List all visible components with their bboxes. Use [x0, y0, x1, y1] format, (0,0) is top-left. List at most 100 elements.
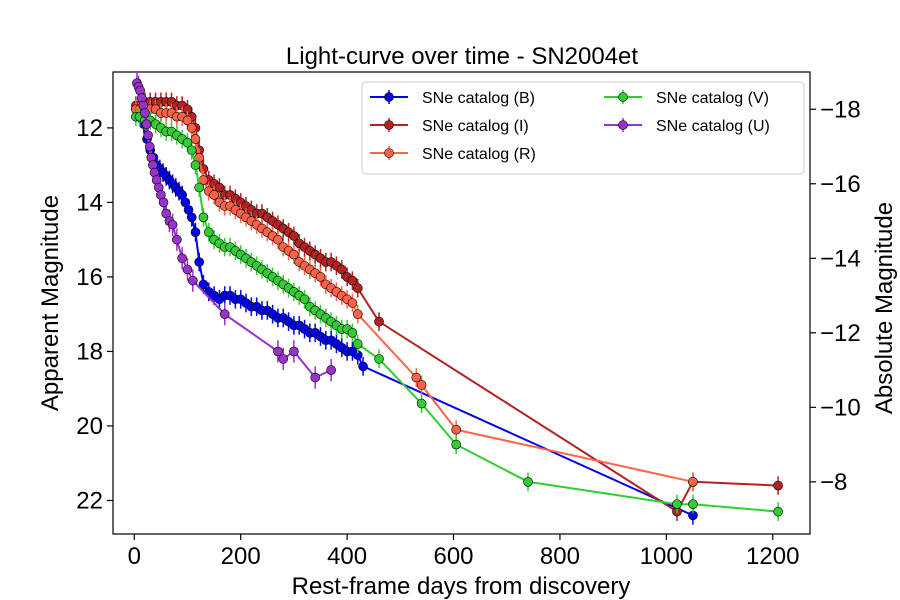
data-point: [186, 212, 197, 223]
data-point: [182, 264, 193, 275]
data-point: [194, 257, 204, 267]
series-group: [131, 107, 783, 521]
data-point: [773, 506, 783, 517]
data-point: [273, 234, 283, 245]
y2-axis-label: Absolute Magnitude: [871, 202, 898, 414]
data-point: [141, 119, 152, 129]
x-axis-label: Rest-frame days from discovery: [292, 573, 631, 600]
legend: SNe catalog (B) SNe catalog (I) SNe catalo…: [361, 81, 805, 175]
data-point: [523, 477, 533, 487]
data-point: [336, 264, 347, 275]
data-point: [172, 234, 182, 245]
x-tick-label: 200: [221, 543, 261, 570]
data-point: [140, 108, 150, 118]
y-tick-label: 14: [76, 189, 103, 216]
x-tick-label: 1000: [640, 543, 693, 570]
y2-tick-label: −14: [820, 245, 861, 272]
data-point: [289, 231, 299, 241]
data-point: [773, 480, 783, 491]
data-point: [289, 249, 299, 260]
y-tick-label: 16: [76, 264, 103, 291]
data-point: [352, 339, 363, 349]
legend-label: SNe catalog (V): [656, 90, 769, 107]
data-point: [143, 130, 153, 141]
data-point: [190, 160, 201, 170]
data-point: [190, 227, 201, 238]
y2-axis-ticks: −18 −16 −14 −12 −10 −8: [810, 96, 861, 496]
data-point: [203, 227, 214, 238]
data-point: [182, 115, 193, 126]
data-point: [299, 294, 310, 305]
data-point: [273, 346, 283, 357]
data-point: [416, 398, 427, 409]
data-point: [352, 283, 363, 293]
y2-tick-label: −8: [820, 469, 847, 496]
legend-label: SNe catalog (R): [422, 146, 536, 163]
data-point: [315, 272, 326, 282]
data-point: [688, 499, 698, 509]
legend-marker: [618, 92, 628, 102]
data-point: [358, 361, 368, 372]
data-point: [416, 380, 427, 390]
data-point: [374, 354, 384, 364]
data-point: [167, 219, 178, 230]
legend-marker: [384, 92, 394, 102]
y2-tick-label: −10: [820, 394, 861, 421]
y-tick-label: 20: [76, 413, 103, 440]
data-point: [688, 477, 698, 487]
legend-label: SNe catalog (I): [422, 118, 529, 135]
x-tick-label: 600: [433, 543, 473, 570]
legend-marker: [618, 120, 628, 130]
plot-frame: [112, 71, 811, 535]
data-point: [177, 253, 187, 264]
y-tick-label: 22: [76, 487, 103, 514]
data-point: [347, 328, 358, 338]
data-point: [326, 365, 336, 375]
x-tick-label: 400: [327, 543, 367, 570]
y-tick-label: 18: [76, 338, 103, 365]
data-point: [188, 275, 198, 286]
series-group: [131, 92, 783, 521]
data-point: [194, 182, 204, 193]
legend-marker: [384, 148, 394, 158]
data-point: [209, 190, 219, 200]
data-point: [451, 439, 461, 450]
data-point: [451, 424, 461, 435]
legend-marker: [384, 120, 394, 130]
legend-label: SNe catalog (B): [422, 90, 535, 107]
data-point: [158, 197, 169, 208]
data-point: [219, 309, 230, 319]
data-point: [198, 212, 209, 223]
data-point: [289, 346, 299, 357]
data-point: [198, 279, 209, 290]
y-axis-label: Apparent Magnitude: [37, 195, 64, 411]
chart-title: Light-curve over time - SN2004et: [286, 43, 638, 70]
x-tick-label: 800: [540, 543, 580, 570]
y2-tick-label: −16: [820, 171, 861, 198]
data-point: [186, 123, 197, 133]
series-layer: [131, 72, 783, 525]
y2-tick-label: −18: [820, 96, 861, 123]
data-point: [190, 134, 201, 144]
data-point: [182, 137, 193, 148]
y-axis-ticks: 12 14 16 18 20 22: [76, 115, 113, 514]
series-line: [135, 115, 779, 513]
data-point: [672, 499, 682, 509]
x-tick-label: 0: [128, 543, 141, 570]
series-group: [132, 72, 336, 389]
data-point: [347, 298, 358, 308]
y-tick-label: 12: [76, 115, 103, 142]
legend-box: [361, 81, 805, 175]
data-point: [374, 316, 384, 327]
data-point: [186, 145, 197, 156]
x-tick-label: 1200: [746, 543, 799, 570]
legend-label: SNe catalog (U): [656, 118, 770, 135]
series-group: [131, 99, 698, 492]
data-point: [278, 354, 289, 364]
data-point: [411, 372, 422, 383]
data-point: [352, 309, 363, 319]
y2-tick-label: −12: [820, 320, 861, 347]
data-point: [347, 275, 358, 286]
data-point: [214, 182, 225, 193]
